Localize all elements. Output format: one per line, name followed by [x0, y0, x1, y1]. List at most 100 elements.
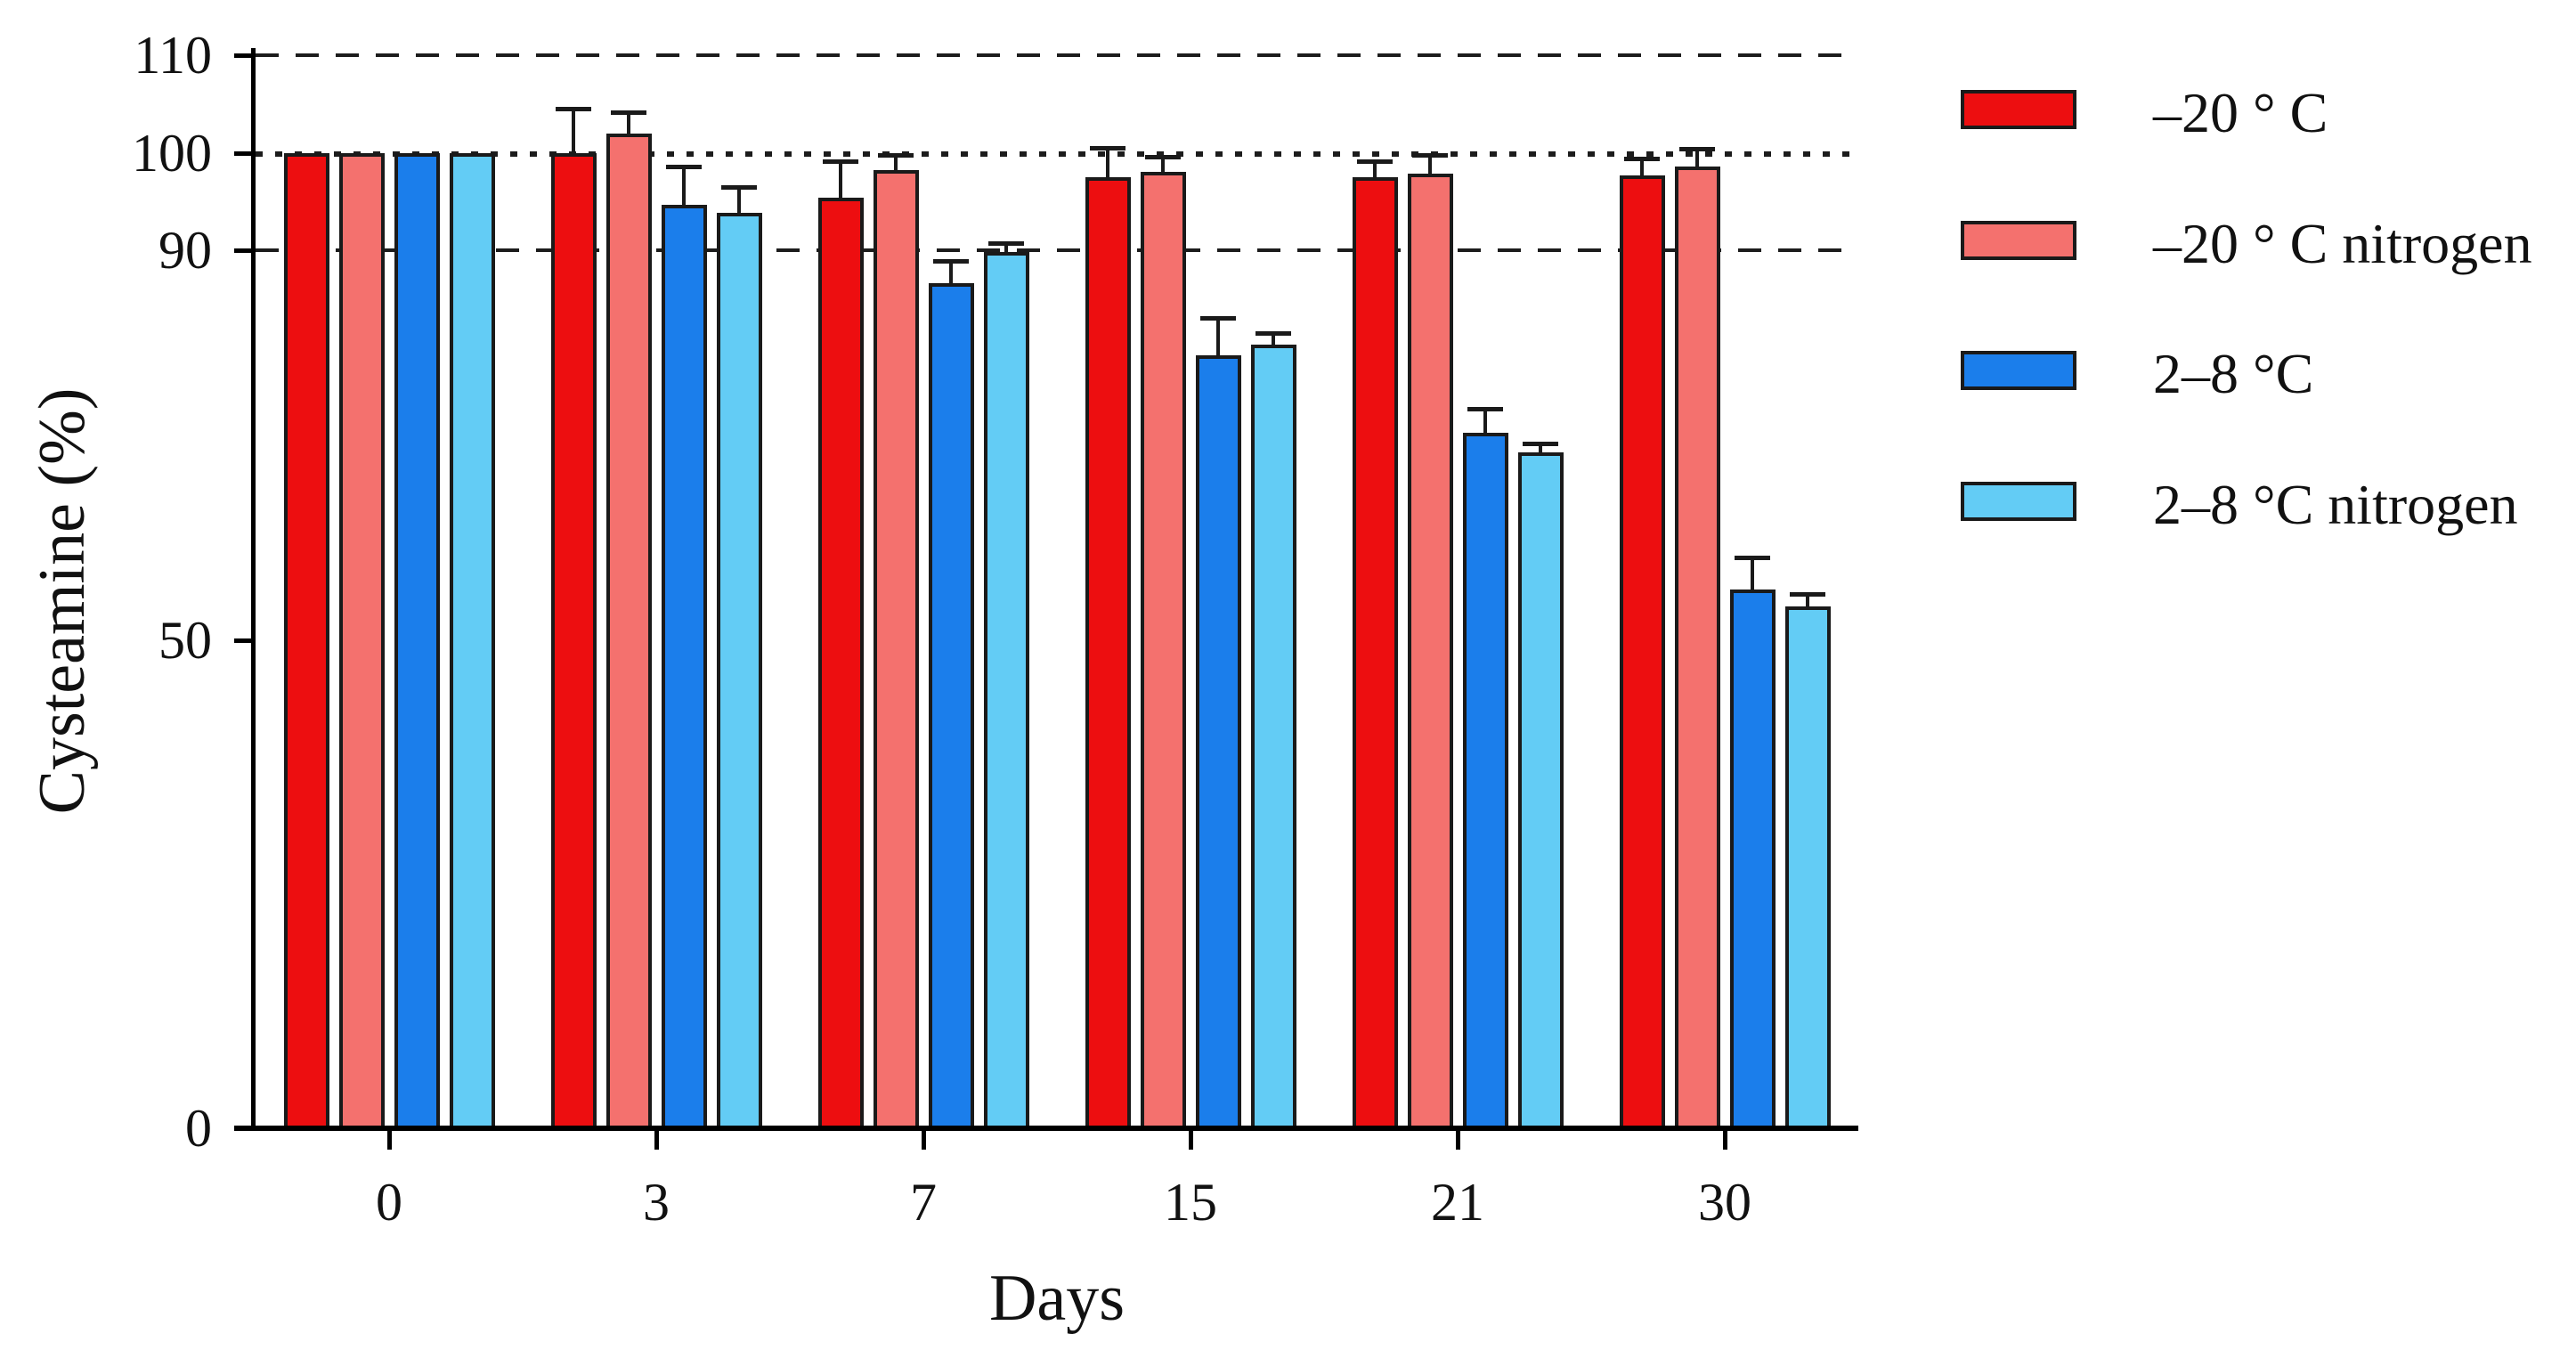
gridline-110: [256, 53, 1858, 57]
legend-item-1: –20 ° C: [1961, 85, 2576, 142]
legend-item-4: 2–8 °C nitrogen: [1961, 472, 2576, 536]
error-bar-line: [839, 161, 842, 198]
error-bar-cap: [1467, 406, 1503, 411]
bar-series3-day21: [1462, 432, 1508, 1131]
error-bar-cap: [1145, 154, 1181, 159]
x-tick-label-3: 3: [643, 1173, 670, 1232]
y-tick-50: [234, 638, 256, 644]
bar-series2-day0: [338, 152, 385, 1131]
bar-series3-day15: [1195, 355, 1241, 1131]
legend-label: –20 ° C nitrogen: [2153, 211, 2532, 275]
x-tick-3: [654, 1128, 659, 1150]
legend-label: 2–8 °C nitrogen: [2153, 472, 2518, 536]
error-bar-line: [682, 166, 686, 205]
legend-swatch: [1961, 351, 2076, 390]
x-tick-label-7: 7: [910, 1173, 937, 1232]
error-bar-line: [1106, 148, 1109, 177]
error-bar-cap: [1090, 146, 1125, 151]
bar-series4-day3: [716, 213, 762, 1131]
error-bar-cap: [1357, 159, 1393, 165]
error-bar-cap: [1412, 152, 1448, 158]
y-tick-label-50: 50: [158, 611, 212, 671]
bar-series4-day21: [1517, 451, 1564, 1131]
error-bar-line: [1806, 593, 1809, 606]
error-bar-cap: [1255, 331, 1291, 337]
bar-series2-day3: [605, 133, 652, 1131]
error-bar-line: [627, 111, 630, 134]
error-bar-cap: [933, 259, 969, 264]
legend-label: 2–8 °C: [2153, 342, 2314, 405]
error-bar-line: [1216, 317, 1220, 356]
error-bar-cap: [878, 152, 914, 158]
error-bar-line: [1373, 161, 1377, 177]
x-tick-label-0: 0: [376, 1173, 402, 1232]
legend-item-3: 2–8 °C: [1961, 346, 2576, 403]
bar-series2-day7: [873, 170, 919, 1131]
error-bar-cap: [1790, 591, 1825, 597]
error-bar-cap: [611, 110, 646, 115]
x-tick-21: [1456, 1128, 1460, 1150]
x-tick-label-15: 15: [1164, 1173, 1217, 1232]
y-tick-100: [234, 150, 256, 156]
bar-series4-day15: [1250, 345, 1296, 1131]
error-bar-line: [949, 261, 953, 284]
y-tick-label-0: 0: [185, 1099, 212, 1158]
legend-swatch: [1961, 90, 2076, 129]
x-axis-line: [234, 1126, 1858, 1131]
error-bar-line: [894, 154, 898, 171]
error-bar-line: [1539, 443, 1542, 452]
bar-series1-day21: [1352, 176, 1398, 1131]
y-tick-label-100: 100: [132, 123, 212, 183]
error-bar-cap: [1735, 556, 1770, 561]
error-bar-cap: [556, 107, 591, 112]
error-bar-cap: [1679, 147, 1715, 152]
y-tick-label-90: 90: [158, 221, 212, 281]
bar-series1-day15: [1085, 176, 1131, 1131]
legend-swatch: [1961, 220, 2076, 260]
error-bar-cap: [823, 159, 858, 165]
bar-series2-day15: [1140, 172, 1186, 1131]
legend-label: –20 ° C: [2153, 81, 2328, 144]
bar-series4-day30: [1784, 606, 1831, 1131]
x-tick-0: [387, 1128, 392, 1150]
error-bar-cap: [721, 184, 757, 190]
bar-series2-day21: [1407, 173, 1453, 1131]
bar-series3-day0: [394, 152, 440, 1131]
error-bar-cap: [1200, 315, 1236, 321]
error-bar-line: [1695, 149, 1699, 167]
error-bar-cap: [1624, 157, 1660, 162]
y-axis-title: Cysteamine (%): [26, 387, 99, 815]
bar-series1-day30: [1619, 175, 1665, 1131]
error-bar-line: [572, 109, 575, 153]
bar-series3-day7: [928, 283, 974, 1131]
x-tick-15: [1189, 1128, 1193, 1150]
gridline-90: [256, 248, 1858, 253]
x-tick-7: [922, 1128, 926, 1150]
error-bar-line: [1751, 557, 1754, 590]
legend-item-2: –20 ° C nitrogen: [1961, 211, 2576, 275]
bar-series3-day30: [1729, 590, 1776, 1131]
error-bar-line: [1004, 243, 1008, 253]
error-bar-line: [1428, 154, 1432, 174]
x-tick-label-30: 30: [1698, 1173, 1751, 1232]
legend-swatch: [1961, 481, 2076, 521]
error-bar-cap: [666, 164, 702, 169]
x-axis-title: Days: [988, 1262, 1125, 1335]
bar-series1-day0: [283, 152, 329, 1131]
bar-series4-day0: [449, 152, 495, 1131]
bar-series1-day7: [817, 197, 864, 1131]
error-bar-line: [1161, 156, 1165, 173]
error-bar-cap: [1523, 441, 1558, 446]
bar-series3-day3: [661, 204, 707, 1131]
error-bar-line: [1640, 159, 1644, 175]
gridline-100: [256, 150, 1858, 157]
error-bar-line: [737, 186, 741, 214]
error-bar-cap: [988, 241, 1024, 247]
y-tick-110: [234, 53, 256, 58]
y-tick-label-110: 110: [134, 26, 212, 85]
error-bar-line: [1483, 408, 1487, 433]
bar-series2-day30: [1674, 166, 1720, 1131]
y-axis-line: [251, 48, 256, 1131]
